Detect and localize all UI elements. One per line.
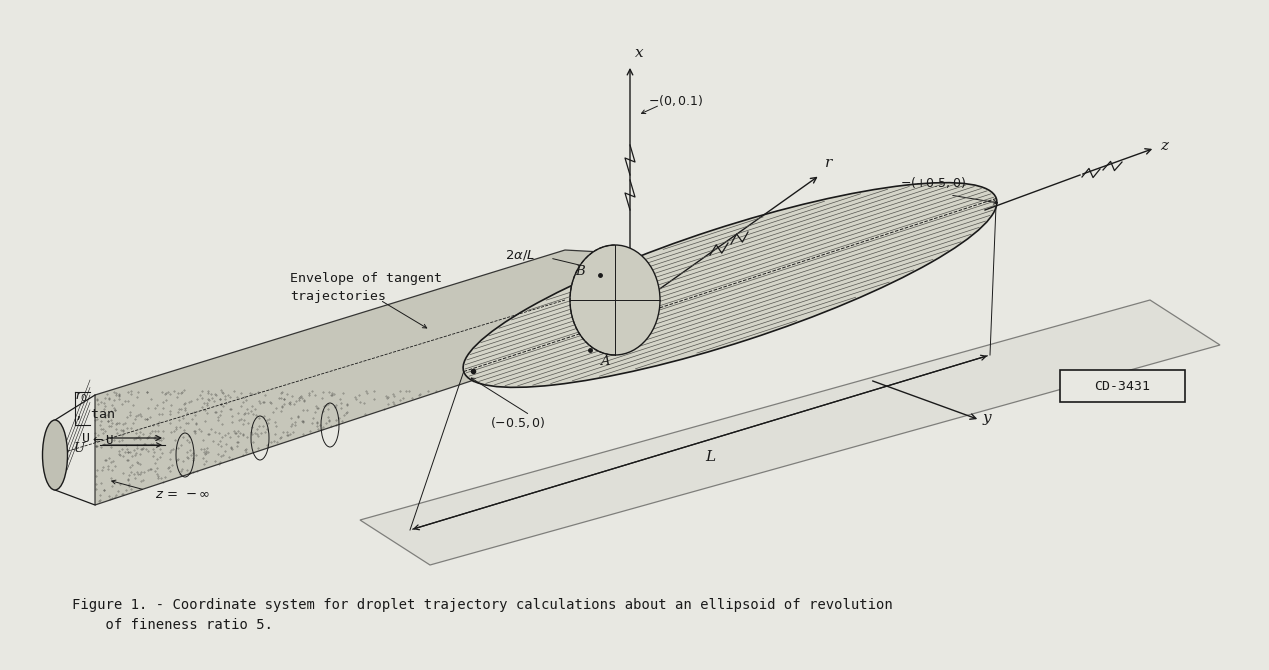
Text: $2\alpha/L$: $2\alpha/L$ — [505, 248, 536, 262]
Text: $-(+0.5,0)$: $-(+0.5,0)$ — [900, 175, 966, 190]
Text: $z\,=\,-\infty$: $z\,=\,-\infty$ — [155, 488, 211, 501]
Text: U: U — [82, 431, 90, 444]
Text: y: y — [983, 411, 991, 425]
Text: CD-3431: CD-3431 — [1094, 379, 1150, 393]
Text: $-(0,0.1)$: $-(0,0.1)$ — [648, 93, 703, 108]
Text: x: x — [634, 46, 643, 60]
Text: Figure 1. - Coordinate system for droplet trajectory calculations about an ellip: Figure 1. - Coordinate system for drople… — [72, 598, 893, 612]
Bar — [1060, 370, 1185, 402]
Text: , tan: , tan — [75, 408, 115, 421]
Text: $\leftarrow$U: $\leftarrow$U — [90, 433, 114, 446]
Ellipse shape — [42, 420, 67, 490]
Ellipse shape — [570, 245, 660, 355]
Polygon shape — [360, 300, 1220, 565]
Text: z: z — [1160, 139, 1167, 153]
Text: A: A — [600, 355, 609, 368]
Text: r: r — [825, 156, 832, 170]
Text: $r_0$: $r_0$ — [75, 390, 88, 404]
Text: of fineness ratio 5.: of fineness ratio 5. — [72, 618, 273, 632]
Polygon shape — [95, 250, 660, 505]
Text: L: L — [706, 450, 716, 464]
Ellipse shape — [463, 183, 997, 387]
Text: trajectories: trajectories — [291, 290, 386, 303]
Text: U: U — [74, 442, 85, 454]
Text: Envelope of tangent: Envelope of tangent — [291, 272, 442, 285]
Text: $(-0.5,0)$: $(-0.5,0)$ — [490, 415, 546, 430]
Text: B: B — [575, 265, 585, 278]
